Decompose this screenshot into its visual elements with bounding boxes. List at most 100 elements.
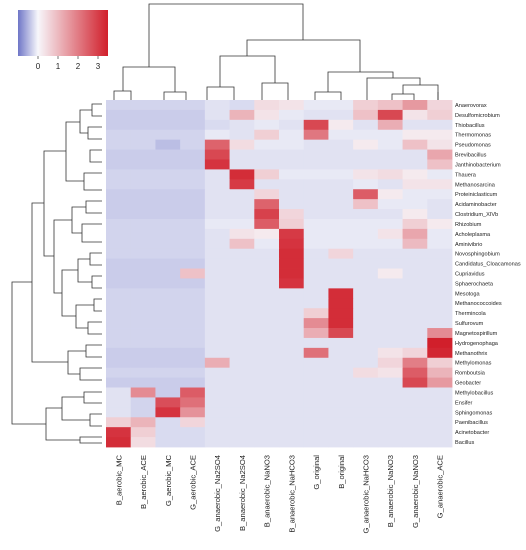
heatmap-cell	[204, 328, 230, 339]
heatmap-cell	[155, 367, 181, 378]
heatmap-cell	[155, 109, 181, 121]
heatmap-cell	[427, 427, 453, 438]
heatmap-cell	[180, 258, 206, 269]
row-dendrogram	[11, 103, 102, 444]
heatmap-cell	[427, 308, 453, 319]
row-label: Methanococcoides	[455, 301, 502, 307]
heatmap-cell	[279, 298, 305, 309]
heatmap-cell	[377, 218, 403, 230]
heatmap-cell	[279, 218, 305, 230]
heatmap-cell	[303, 139, 329, 150]
heatmap-cell	[180, 209, 206, 220]
heatmap-cell	[106, 258, 132, 269]
heatmap-cell	[328, 308, 354, 319]
heatmap-cell	[229, 387, 255, 398]
heatmap-cell	[328, 159, 354, 170]
heatmap-cell	[377, 427, 403, 438]
heatmap-cell	[353, 169, 379, 180]
heatmap-cell	[229, 397, 255, 408]
heatmap-cell	[427, 169, 453, 180]
heatmap-cell	[229, 337, 255, 349]
heatmap-cell	[353, 377, 379, 388]
heatmap-cell	[155, 427, 181, 438]
heatmap-cell	[303, 397, 329, 408]
heatmap-cell	[229, 189, 255, 200]
heatmap-cell	[328, 218, 354, 230]
heatmap-cell	[155, 100, 181, 111]
heatmap-cell	[254, 189, 280, 200]
row-label: Magnetospirillum	[455, 331, 498, 337]
column-label: G_aerobic_ACE	[189, 455, 198, 510]
heatmap-cell	[303, 308, 329, 319]
heatmap-cell	[279, 129, 305, 141]
heatmap-cell	[328, 169, 354, 180]
heatmap-cell	[130, 169, 156, 180]
heatmap-cell	[353, 347, 379, 359]
heatmap-cell	[328, 288, 354, 299]
heatmap-cell	[155, 278, 181, 289]
heatmap-cell	[402, 159, 428, 170]
heatmap-cell	[130, 268, 156, 279]
heatmap-cell	[402, 238, 428, 250]
heatmap-cell	[427, 288, 453, 299]
row-label: Sphingomonas	[455, 410, 493, 416]
heatmap-cell	[155, 179, 181, 190]
heatmap-cell	[155, 248, 181, 260]
heatmap-cell	[180, 248, 206, 260]
heatmap-cell	[155, 139, 181, 150]
heatmap-cell	[204, 417, 230, 428]
heatmap-cell	[254, 109, 280, 121]
heatmap-cell	[130, 377, 156, 388]
heatmap-cell	[279, 189, 305, 200]
row-label: Thiobacillus	[455, 123, 485, 129]
heatmap-cell	[353, 218, 379, 230]
heatmap-cell	[328, 397, 354, 408]
heatmap-cell	[254, 139, 280, 150]
heatmap-cell	[106, 199, 132, 210]
heatmap-cell	[130, 397, 156, 408]
heatmap-cell	[204, 119, 230, 131]
heatmap-cell	[377, 179, 403, 190]
heatmap-cell	[402, 139, 428, 150]
heatmap-cell	[155, 298, 181, 309]
heatmap-cell	[402, 377, 428, 388]
heatmap-cell	[377, 209, 403, 220]
heatmap-cell	[229, 238, 255, 250]
heatmap-cell	[303, 427, 329, 438]
heatmap-cell	[254, 218, 280, 230]
heatmap-cell	[377, 258, 403, 269]
column-labels: B_aerobic_MC B_aerobic_ACE G_aerobic_MC G_a…	[114, 454, 444, 533]
heatmap-cell	[328, 337, 354, 349]
heatmap-cell	[353, 159, 379, 170]
heatmap-cell	[229, 278, 255, 289]
heatmap-cell	[328, 100, 354, 111]
heatmap-cell	[204, 248, 230, 260]
heatmap-cell	[229, 347, 255, 359]
heatmap-cell	[427, 209, 453, 220]
heatmap-cell	[130, 109, 156, 121]
heatmap-cell	[130, 407, 156, 418]
heatmap-cell	[180, 119, 206, 131]
heatmap-cell	[106, 278, 132, 289]
heatmap-cell	[180, 189, 206, 200]
heatmap-cell	[279, 119, 305, 131]
heatmap-cell	[353, 199, 379, 210]
heatmap-cell	[204, 129, 230, 141]
heatmap-cell	[377, 248, 403, 260]
heatmap-cell	[155, 228, 181, 240]
heatmap-cell	[303, 100, 329, 111]
heatmap-cell	[180, 139, 206, 150]
heatmap-cell	[106, 139, 132, 150]
heatmap-cell	[180, 417, 206, 428]
row-label: Methanothrix	[455, 351, 488, 357]
heatmap-cell	[353, 437, 379, 448]
heatmap-cell	[254, 100, 280, 111]
column-label: B_anaerobic_NaHCO3	[287, 455, 296, 533]
heatmap-cell	[377, 189, 403, 200]
heatmap-cell	[353, 109, 379, 121]
heatmap-cell	[254, 209, 280, 220]
heatmap-cell	[328, 318, 354, 329]
heatmap-cell	[402, 337, 428, 349]
heatmap-cell	[254, 337, 280, 349]
